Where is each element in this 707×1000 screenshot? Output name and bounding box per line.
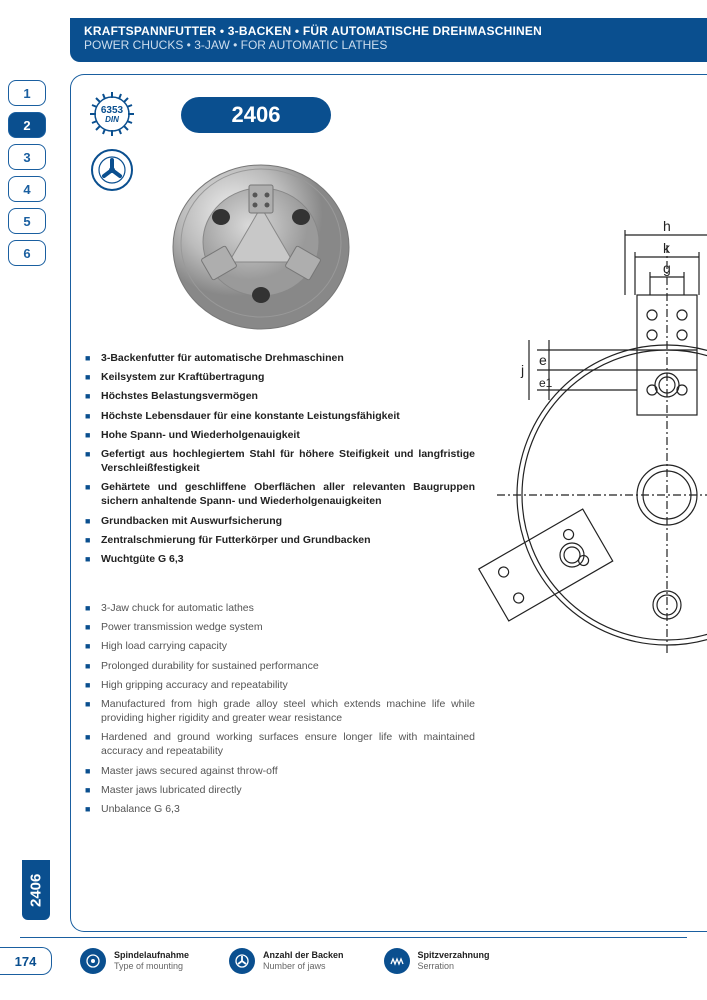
product-photo — [161, 147, 361, 337]
tab-1[interactable]: 1 — [8, 80, 46, 106]
svg-text:j: j — [520, 362, 524, 378]
features-list-de: 3-Backenfutter für automatische Drehmasc… — [85, 351, 475, 571]
feature-de-item: 3-Backenfutter für automatische Drehmasc… — [85, 351, 475, 365]
footer-jaws-de: Anzahl der Backen — [263, 950, 344, 961]
feature-de-item: Zentralschmierung für Futterkörper und G… — [85, 533, 475, 547]
svg-text:k: k — [663, 240, 671, 256]
feature-de-item: Grundbacken mit Auswurfsicherung — [85, 514, 475, 528]
footer-serration-en: Serration — [418, 961, 490, 972]
tab-3[interactable]: 3 — [8, 144, 46, 170]
feature-en-item: Master jaws lubricated directly — [85, 783, 475, 797]
footer-item-mounting: Spindelaufnahme Type of mounting — [80, 948, 189, 974]
brand-logo-icon — [91, 149, 133, 191]
feature-en-item: Manufactured from high grade alloy steel… — [85, 697, 475, 725]
feature-en-item: Power transmission wedge system — [85, 620, 475, 634]
page-header: KRAFTSPANNFUTTER • 3-BACKEN • FÜR AUTOMA… — [70, 18, 707, 62]
content-frame: 6353 DIN 2406 — [70, 74, 707, 932]
footer-item-serration: Spitzverzahnung Serration — [384, 948, 490, 974]
feature-de-item: Gehärtete und geschliffene Oberflächen a… — [85, 480, 475, 508]
din-badge-icon: 6353 DIN — [87, 89, 137, 139]
footer-mounting-en: Type of mounting — [114, 961, 189, 972]
page-footer: 174 Spindelaufnahme Type of mounting Anz… — [0, 940, 707, 982]
side-product-code: 2406 — [22, 860, 50, 920]
product-code-badge: 2406 — [181, 97, 331, 133]
feature-en-item: Master jaws secured against throw-off — [85, 764, 475, 778]
footer-mounting-de: Spindelaufnahme — [114, 950, 189, 961]
technical-drawing: h k g j e e1 d1 — [477, 215, 707, 655]
features-list-en: 3-Jaw chuck for automatic lathes Power tr… — [85, 601, 475, 821]
footer-jaws-en: Number of jaws — [263, 961, 344, 972]
footer-item-jaws: Anzahl der Backen Number of jaws — [229, 948, 344, 974]
feature-en-item: Hardened and ground working surfaces ens… — [85, 730, 475, 758]
svg-text:h: h — [663, 218, 671, 234]
tab-5[interactable]: 5 — [8, 208, 46, 234]
feature-en-item: High gripping accuracy and repeatability — [85, 678, 475, 692]
feature-en-item: Unbalance G 6,3 — [85, 802, 475, 816]
svg-text:g: g — [663, 260, 671, 276]
svg-text:DIN: DIN — [105, 115, 119, 124]
tab-6[interactable]: 6 — [8, 240, 46, 266]
feature-de-item: Hohe Spann- und Wiederholgenauigkeit — [85, 428, 475, 442]
section-tabs: 1 2 3 4 5 6 — [8, 80, 46, 266]
mounting-icon — [80, 948, 106, 974]
footer-serration-de: Spitzverzahnung — [418, 950, 490, 961]
header-title-de: KRAFTSPANNFUTTER • 3-BACKEN • FÜR AUTOMA… — [84, 24, 693, 38]
feature-en-item: Prolonged durability for sustained perfo… — [85, 659, 475, 673]
feature-de-item: Wuchtgüte G 6,3 — [85, 552, 475, 566]
tab-2[interactable]: 2 — [8, 112, 46, 138]
feature-de-item: Höchste Lebensdauer für eine konstante L… — [85, 409, 475, 423]
tab-4[interactable]: 4 — [8, 176, 46, 202]
jaws-icon — [229, 948, 255, 974]
feature-en-item: High load carrying capacity — [85, 639, 475, 653]
svg-text:e1: e1 — [539, 376, 553, 390]
feature-de-item: Keilsystem zur Kraftübertragung — [85, 370, 475, 384]
feature-de-item: Höchstes Belastungsvermögen — [85, 389, 475, 403]
feature-de-item: Gefertigt aus hochlegiertem Stahl für hö… — [85, 447, 475, 475]
feature-en-item: 3-Jaw chuck for automatic lathes — [85, 601, 475, 615]
header-title-en: POWER CHUCKS • 3-JAW • FOR AUTOMATIC LAT… — [84, 38, 693, 52]
footer-rule — [20, 937, 687, 938]
svg-text:e: e — [539, 352, 547, 368]
serration-icon — [384, 948, 410, 974]
page-number: 174 — [0, 947, 52, 975]
